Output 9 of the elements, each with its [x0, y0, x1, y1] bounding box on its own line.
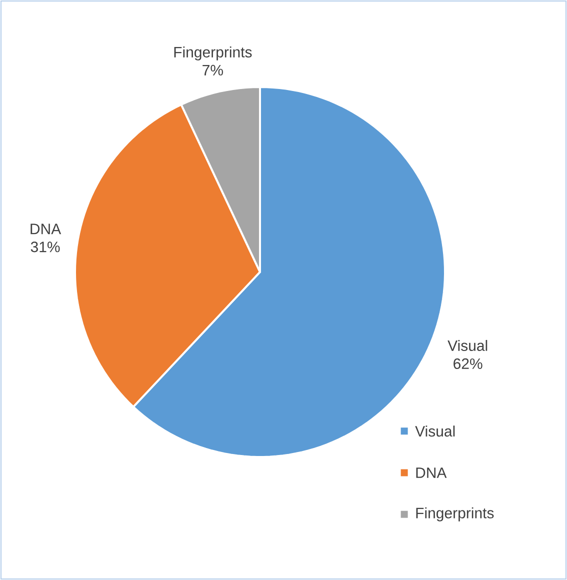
- slice-label: Fingerprints: [174, 46, 252, 60]
- data-label: 62%: [454, 358, 482, 369]
- slice-label: DNA: [30, 224, 62, 234]
- data-label: 7%: [202, 64, 223, 76]
- data-label: 31%: [30, 242, 60, 252]
- legend-label: Fingerprints: [416, 507, 494, 522]
- legend-label: Visual: [415, 426, 455, 437]
- legend-label: DNA: [416, 468, 447, 478]
- slice-label: Visual: [448, 340, 488, 351]
